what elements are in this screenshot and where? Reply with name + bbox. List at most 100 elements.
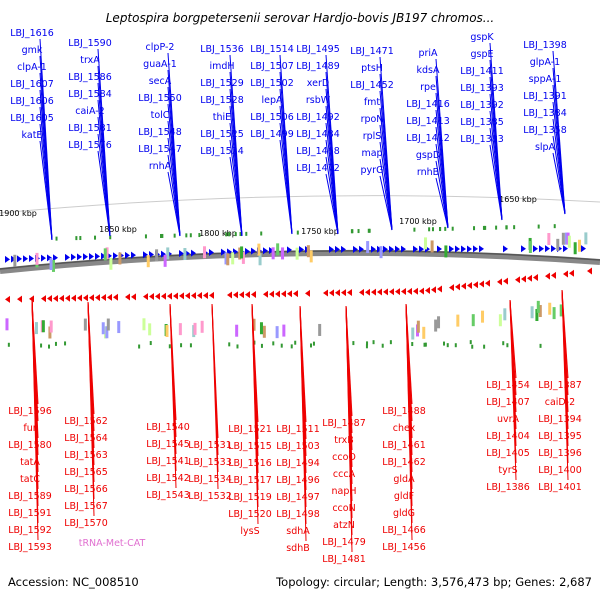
reverse-gene-label: LBJ_1566 bbox=[64, 484, 108, 495]
reverse-gene-label: LBJ_1407 bbox=[486, 397, 530, 408]
reverse-gene-label: LBJ_1487 bbox=[322, 418, 366, 429]
gc-marker bbox=[483, 345, 485, 349]
gc-marker bbox=[390, 340, 392, 344]
forward-gene-label: LBJ_1472 bbox=[296, 163, 340, 174]
gc-marker bbox=[261, 344, 263, 348]
reverse-gene-arrow bbox=[71, 295, 76, 302]
forward-gene-label: tolC bbox=[151, 110, 170, 121]
gc-marker bbox=[373, 340, 375, 344]
feature-block bbox=[434, 320, 437, 332]
forward-gene-label: LBJ_1576 bbox=[68, 140, 112, 151]
forward-gene-label: LBJ_1468 bbox=[296, 146, 340, 157]
feature-block bbox=[307, 245, 310, 257]
gc-marker bbox=[225, 232, 227, 236]
forward-gene-arrow bbox=[71, 254, 76, 261]
reverse-gene-arrow bbox=[17, 296, 22, 303]
gc-marker bbox=[471, 345, 473, 349]
forward-gene-label: kdsA bbox=[417, 65, 440, 76]
reverse-gene-arrow bbox=[347, 289, 352, 296]
reverse-gene-label: caiD-2 bbox=[545, 397, 575, 408]
forward-gene-label: LBJ_1586 bbox=[68, 72, 112, 83]
feature-block bbox=[226, 253, 229, 265]
gc-marker bbox=[48, 345, 50, 349]
feature-block bbox=[431, 240, 434, 252]
forward-gene-label: LBJ_1384 bbox=[523, 108, 567, 119]
scale-tick-label: 1800 kbp bbox=[199, 229, 237, 238]
forward-gene-label: LBJ_1529 bbox=[200, 78, 244, 89]
forward-gene-label: LBJ_1525 bbox=[200, 129, 244, 140]
reverse-gene-label: LBJ_1563 bbox=[64, 450, 108, 461]
forward-gene-arrow bbox=[563, 245, 568, 252]
feature-block bbox=[296, 248, 299, 260]
forward-gene-label: secA bbox=[149, 76, 172, 87]
feature-block bbox=[562, 233, 565, 245]
forward-gene-label: LBJ_1489 bbox=[296, 61, 340, 72]
gc-marker bbox=[294, 341, 296, 345]
forward-gene-label: LBJ_1584 bbox=[68, 89, 112, 100]
forward-gene-label: LBJ_1507 bbox=[250, 61, 294, 72]
gc-marker bbox=[313, 342, 315, 346]
forward-gene-label: LBJ_1385 bbox=[460, 117, 504, 128]
feature-block bbox=[499, 314, 502, 326]
feature-block bbox=[568, 236, 571, 248]
reverse-gene-arrow bbox=[425, 287, 430, 294]
reverse-gene-arrow bbox=[65, 295, 70, 302]
feature-block bbox=[531, 306, 534, 318]
gc-marker bbox=[358, 229, 360, 233]
forward-gene-label: LBJ_1536 bbox=[200, 44, 244, 55]
reverse-gene-arrow bbox=[173, 293, 178, 300]
reverse-gene-label: LBJ_1503 bbox=[276, 441, 320, 452]
reverse-gene-arrow bbox=[371, 289, 376, 296]
forward-gene-label: rsbW bbox=[306, 95, 331, 106]
reverse-gene-arrow bbox=[413, 288, 418, 295]
genome-map: Leptospira borgpetersenii serovar Hardjo… bbox=[0, 0, 600, 600]
reverse-gene-label: LBJ_1545 bbox=[146, 439, 190, 450]
reverse-gene-label: LBJ_1541 bbox=[146, 456, 190, 467]
reverse-gene-label: LBJ_1540 bbox=[146, 422, 190, 433]
feature-block bbox=[35, 322, 38, 334]
reverse-gene-label: LBJ_1496 bbox=[276, 475, 320, 486]
feature-block bbox=[166, 247, 169, 259]
feature-block bbox=[578, 240, 581, 252]
gc-marker bbox=[174, 234, 176, 238]
reverse-gene-arrow bbox=[341, 289, 346, 296]
forward-gene-arrow bbox=[461, 245, 466, 252]
forward-gene-label: LBJ_1514 bbox=[250, 44, 294, 55]
reverse-gene-label: LBJ_1395 bbox=[538, 431, 582, 442]
reverse-gene-label: napH bbox=[331, 486, 356, 497]
forward-gene-label: sppA-1 bbox=[529, 74, 562, 85]
gc-marker bbox=[228, 232, 230, 236]
feature-block bbox=[437, 316, 440, 328]
reverse-gene-label: LBJ_1517 bbox=[228, 475, 272, 486]
forward-gene-arrow bbox=[551, 245, 556, 252]
forward-gene-label: ptsH bbox=[361, 63, 383, 74]
reverse-gene-arrow bbox=[527, 275, 532, 282]
gc-marker bbox=[185, 233, 187, 237]
gc-marker bbox=[40, 344, 42, 348]
gc-marker bbox=[245, 232, 247, 236]
feature-block bbox=[118, 252, 121, 264]
forward-gene-label: LBJ_1495 bbox=[296, 44, 340, 55]
forward-gene-label: gspE bbox=[470, 49, 493, 60]
gc-marker bbox=[554, 224, 556, 228]
feature-block bbox=[201, 321, 204, 333]
gc-marker bbox=[56, 237, 58, 241]
forward-gene-arrow bbox=[89, 253, 94, 260]
reverse-gene-arrow bbox=[185, 292, 190, 299]
reverse-gene-arrow bbox=[389, 288, 394, 295]
reverse-gene-arrow bbox=[485, 280, 490, 287]
reverse-gene-arrow bbox=[149, 293, 154, 300]
reverse-gene-label: LBJ_1565 bbox=[64, 467, 108, 478]
gc-marker bbox=[235, 232, 237, 236]
gc-marker bbox=[169, 344, 171, 348]
reverse-gene-label: LBJ_1543 bbox=[146, 490, 190, 501]
reverse-gene-arrow bbox=[563, 270, 568, 277]
gc-marker bbox=[502, 341, 504, 345]
reverse-gene-label: lysS bbox=[240, 526, 259, 537]
reverse-gene-arrow bbox=[407, 288, 412, 295]
reverse-gene-arrow bbox=[521, 275, 526, 282]
gc-marker bbox=[411, 342, 413, 346]
reverse-gene-label: LBJ_1488 bbox=[382, 406, 426, 417]
gc-marker bbox=[444, 227, 446, 231]
reverse-gene-label: ccoO bbox=[332, 452, 356, 463]
